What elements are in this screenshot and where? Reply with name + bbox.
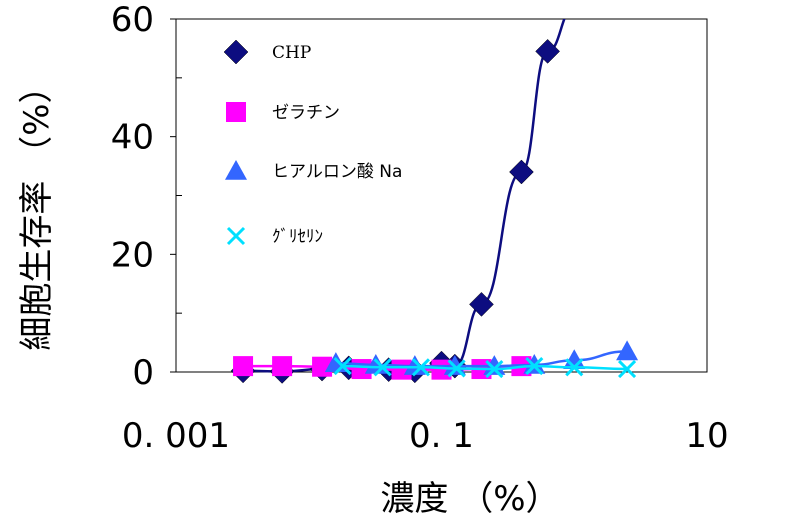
data-point — [523, 353, 546, 374]
data-point — [616, 340, 639, 361]
data-point — [411, 358, 430, 377]
x-tick-label: 0. 001 — [122, 416, 230, 456]
legend-label: ゼラチン — [272, 103, 340, 123]
data-point — [469, 291, 494, 317]
x-marker-stroke — [333, 357, 352, 376]
x-axis-title: 濃度 （%） — [380, 479, 559, 519]
x-tick-label: 10 — [685, 416, 728, 456]
legend-marker-2 — [225, 160, 247, 180]
x-marker-stroke — [411, 358, 430, 377]
legend-label: ｸﾞﾘｾﾘﾝ — [272, 227, 323, 247]
legend-label: CHP — [272, 43, 311, 63]
data-point — [233, 356, 254, 377]
x-marker-stroke — [485, 359, 504, 379]
data-point — [563, 349, 586, 370]
legend-label: ヒアルロン酸 Na — [272, 162, 402, 182]
x-tick-label: 0. 1 — [409, 416, 474, 456]
x-marker-stroke — [565, 358, 584, 377]
data-point — [373, 358, 392, 377]
x-marker-stroke — [373, 358, 392, 377]
plot-frame — [175, 18, 708, 373]
y-ticks: 0 20 40 60 — [111, 0, 182, 393]
data-point — [618, 359, 637, 379]
legend-marker-3 — [226, 226, 246, 246]
data-point — [333, 357, 352, 376]
series-line — [342, 364, 628, 371]
data-point — [525, 357, 544, 376]
y-tick-label: 40 — [111, 118, 154, 158]
x-marker-stroke — [618, 359, 637, 379]
data-point — [272, 356, 293, 377]
data-point — [535, 39, 560, 64]
data-point — [509, 159, 534, 185]
legend-marker-0 — [223, 39, 249, 65]
x-marker-stroke — [447, 359, 466, 378]
legend-marker-1 — [226, 102, 246, 122]
series-layer — [230, 19, 639, 384]
y-tick-label: 60 — [111, 0, 154, 40]
data-point — [447, 359, 466, 378]
data-point — [565, 358, 584, 377]
series-3 — [333, 357, 637, 379]
y-tick-label: 20 — [111, 235, 154, 275]
y-axis-title: 細胞生存率 （%） — [17, 69, 57, 350]
x-marker-stroke — [226, 226, 246, 246]
x-ticks: 0. 001 0. 1 10 — [122, 416, 729, 456]
data-point — [485, 359, 504, 379]
y-tick-label: 0 — [132, 353, 154, 393]
x-marker-stroke — [525, 357, 544, 376]
